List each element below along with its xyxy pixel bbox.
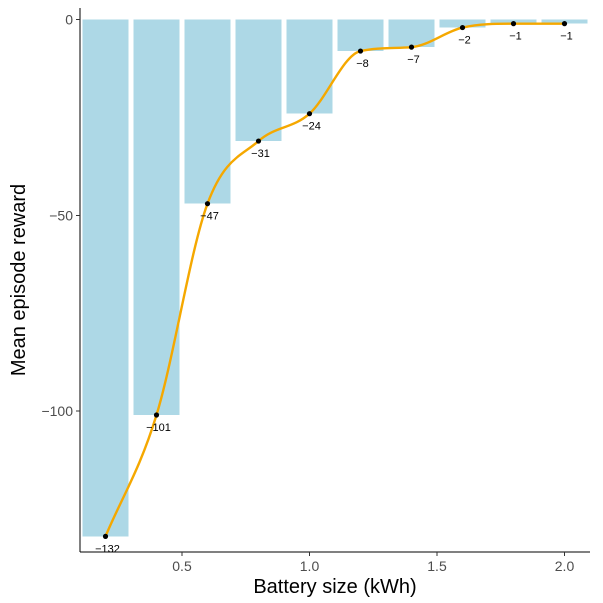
- y-tick-label: 0: [65, 12, 73, 28]
- data-point: [204, 201, 211, 207]
- data-label: −132: [95, 543, 120, 555]
- x-tick-label: 1.0: [300, 558, 320, 574]
- data-point: [255, 138, 262, 144]
- y-axis-title: Mean episode reward: [8, 184, 30, 376]
- data-point: [153, 412, 160, 418]
- data-label: −8: [356, 58, 369, 70]
- bars-layer: [82, 19, 588, 537]
- bar: [82, 19, 129, 537]
- axes-layer: 0.5 1.0 1.5 2.0 0 −50 −100: [41, 8, 590, 574]
- data-point: [102, 533, 109, 539]
- x-tick-label: 1.5: [427, 558, 447, 574]
- data-point: [510, 21, 517, 27]
- bar: [286, 19, 333, 114]
- bar: [235, 19, 282, 142]
- data-label: −101: [146, 422, 171, 434]
- data-point: [408, 44, 415, 50]
- bar: [184, 19, 231, 204]
- data-label: −31: [251, 148, 270, 160]
- data-label: −24: [302, 121, 321, 133]
- x-axis-title: Battery size (kWh): [253, 576, 416, 598]
- data-label: −2: [458, 35, 471, 47]
- y-tick-label: −100: [41, 403, 73, 419]
- data-point: [357, 48, 364, 54]
- data-label: −1: [560, 31, 573, 43]
- bar: [439, 19, 486, 28]
- x-tick-label: 0.5: [172, 558, 192, 574]
- data-label: −1: [509, 31, 522, 43]
- y-tick-label: −50: [49, 207, 73, 223]
- data-point: [561, 21, 568, 27]
- data-point: [459, 24, 466, 31]
- x-tick-label: 2.0: [555, 558, 575, 574]
- bar: [133, 19, 180, 416]
- data-label: −7: [407, 54, 420, 66]
- data-point: [306, 111, 313, 117]
- data-label: −47: [200, 211, 219, 223]
- points-layer: [102, 21, 568, 539]
- bar: [337, 19, 384, 52]
